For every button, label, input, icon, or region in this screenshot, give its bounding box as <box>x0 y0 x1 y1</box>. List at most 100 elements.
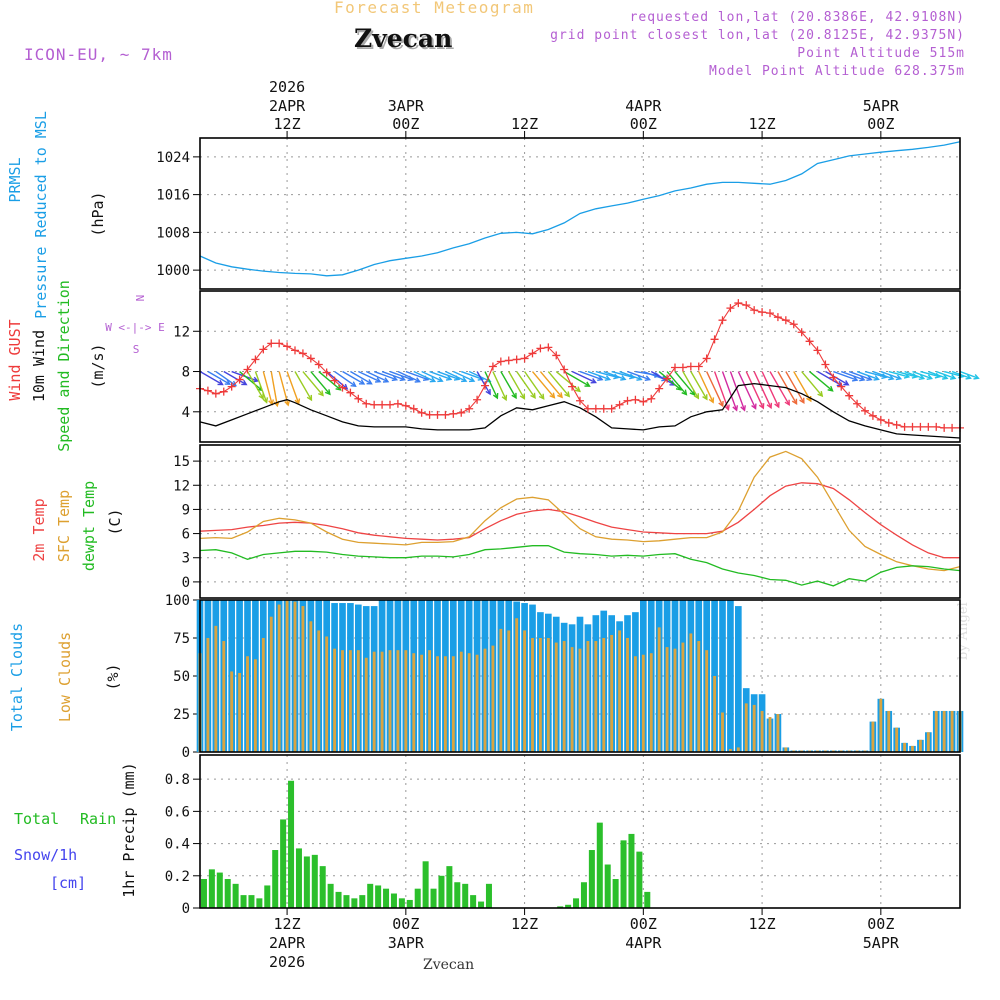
wind-gust-marker <box>338 383 347 392</box>
low-cloud-bar <box>570 647 574 752</box>
wind-gust-marker <box>417 408 426 417</box>
wind-ytick-label: 4 <box>182 405 190 421</box>
wind-arrow <box>445 370 467 382</box>
low-cloud-bar <box>610 634 614 752</box>
top-axis-label: 00Z <box>630 115 657 133</box>
wind-arrowhead <box>604 375 612 381</box>
wind-arrowhead <box>693 393 700 400</box>
wind-arrowhead <box>294 398 301 405</box>
temp-frame <box>199 444 961 599</box>
precip-bar <box>280 819 287 908</box>
wind-arrow <box>563 370 590 387</box>
wind-arrowhead <box>859 375 866 382</box>
wind-arrowhead <box>973 374 980 380</box>
low-cloud-bar <box>491 645 495 752</box>
wind-arrow <box>381 370 405 381</box>
bottom-axis-label: 00Z <box>392 915 419 933</box>
low-cloud-bar <box>325 636 329 752</box>
precip-bar <box>303 856 310 908</box>
wind-gust-marker <box>623 396 632 405</box>
wind-unit-label: (m/s) <box>89 343 107 388</box>
wind-gust-marker <box>362 399 371 408</box>
clouds-ytick-label: 50 <box>173 669 190 685</box>
low-cloud-bar <box>950 710 954 752</box>
low-cloud-bar <box>562 641 566 752</box>
model-altitude: Model Point Altitude 628.375m <box>709 64 965 79</box>
wind-gust-marker <box>631 395 640 404</box>
wind-arrow <box>270 371 278 406</box>
wind-arrowhead <box>708 397 715 404</box>
wind-gust-marker <box>243 365 252 374</box>
wind-gust-marker <box>750 306 759 315</box>
wind-arrowhead <box>258 393 264 400</box>
precip-bar <box>375 885 382 908</box>
wind-ytick-label: 8 <box>182 365 190 381</box>
wind-arrow <box>841 370 865 381</box>
wind-arrowhead <box>252 376 259 383</box>
wind-arrowhead <box>557 392 563 399</box>
wind-gust-marker <box>536 344 545 353</box>
precip-bar <box>612 879 619 908</box>
temp-line-0 <box>199 482 960 559</box>
low-cloud-bar <box>531 638 534 752</box>
precip-bar <box>644 891 651 908</box>
low-cloud-bar <box>443 656 447 752</box>
wind-arrow <box>302 371 324 396</box>
wind-arrow <box>951 370 971 379</box>
low-cloud-bar <box>918 739 922 752</box>
precip-frame <box>199 754 961 909</box>
point-altitude: Point Altitude 515m <box>797 46 965 61</box>
temp-label-sfc: SFC Temp <box>55 490 73 562</box>
precip-bar <box>383 888 390 908</box>
wind-arrowhead <box>366 379 373 385</box>
wind-arrow <box>397 370 420 383</box>
wind-gust-marker <box>512 355 521 364</box>
wind-gust-marker <box>853 399 862 408</box>
wind-arrowhead <box>501 394 508 402</box>
compass-south: S <box>133 343 140 356</box>
clouds-ytick-label: 75 <box>173 631 190 647</box>
low-cloud-bar <box>404 650 408 752</box>
precip-bar <box>248 895 255 908</box>
wind-gust-marker <box>346 388 355 397</box>
wind-gust-marker <box>908 422 917 431</box>
wind-arrowhead <box>942 374 949 380</box>
wind-gust-marker <box>876 415 885 424</box>
wind-arrowhead <box>538 393 545 400</box>
wind-arrow <box>365 370 389 383</box>
pressure-line <box>199 141 961 277</box>
precip-bar <box>216 872 223 908</box>
wind-arrowhead <box>564 391 571 398</box>
wind-arrow <box>476 371 491 395</box>
top-axis-label: 00Z <box>392 115 419 133</box>
precip-ytick-label: 0.6 <box>165 804 190 820</box>
low-cloud-bar <box>261 638 265 752</box>
precip-bar <box>295 848 302 908</box>
requested-coords: requested lon,lat (20.8386E, 42.9108N) <box>629 10 965 25</box>
precip-bar <box>422 861 429 908</box>
wind-gust-marker <box>378 400 387 409</box>
wind-gust-marker <box>591 404 600 413</box>
low-cloud-bar <box>483 648 487 752</box>
precip-label-rain: Rain <box>80 810 116 828</box>
wind-gust-marker <box>306 354 315 363</box>
low-cloud-bar <box>713 676 717 752</box>
pressure-ytick-label: 1008 <box>156 225 190 241</box>
temp-ytick-label: 3 <box>182 551 190 567</box>
wind-gust-marker <box>861 406 869 415</box>
wind-gust-marker <box>805 337 814 346</box>
wind-frame <box>199 290 961 443</box>
wind-arrow <box>413 370 436 382</box>
wind-gust-marker <box>425 410 434 419</box>
precip-bar <box>319 866 326 908</box>
precip-bar <box>588 850 595 908</box>
temp-ytick-label: 12 <box>173 478 190 494</box>
wind-gust-marker <box>259 345 268 354</box>
precip-bar <box>272 850 279 908</box>
wind-gust-marker <box>773 313 782 322</box>
low-cloud-bar <box>301 606 305 752</box>
bottom-axis-label: 2026 <box>269 953 305 971</box>
precip-bar <box>462 883 469 908</box>
bottom-axis-label: 2APR <box>269 934 306 952</box>
wind-gust-marker <box>940 423 949 432</box>
